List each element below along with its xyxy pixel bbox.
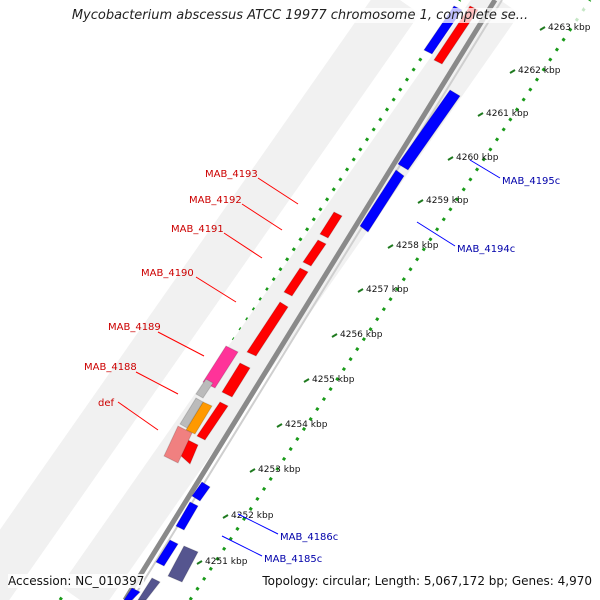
forward-gene-label[interactable]: def	[98, 398, 115, 409]
gene-mab4188-arrow[interactable]	[196, 401, 229, 441]
forward-label-connector	[241, 203, 283, 231]
forward-gene-label[interactable]: MAB_4188	[84, 362, 137, 373]
page-title: Mycobacterium abscessus ATCC 19977 chrom…	[0, 8, 600, 23]
forward-label-connector	[195, 276, 237, 303]
kbp-tick-mark	[276, 423, 283, 428]
gene-mab4186c-arrow[interactable]	[175, 501, 199, 531]
kbp-tick-label: 4251 kbp	[205, 557, 248, 567]
kbp-tick-mark	[303, 378, 310, 383]
reverse-gene-label[interactable]: MAB_4186c	[280, 532, 338, 543]
forward-gene-label[interactable]: MAB_4189	[108, 322, 161, 333]
kbp-tick-label: 4261 kbp	[486, 109, 529, 119]
reverse-gene-label[interactable]: MAB_4194c	[457, 244, 515, 255]
kbp-tick-label: 4256 kbp	[340, 330, 383, 340]
reverse-label-connector	[221, 535, 263, 557]
kbp-tick-label: 4259 kbp	[426, 196, 469, 206]
accession-text: Accession: NC_010397	[8, 574, 145, 588]
gene-bottom-blue[interactable]	[123, 587, 141, 600]
forward-gene-label[interactable]: MAB_4193	[205, 169, 258, 180]
kbp-tick-label: 4262 kbp	[518, 66, 561, 76]
gene-mab4185c-arrow[interactable]	[155, 539, 179, 567]
gene-mab4192-arrow[interactable]	[302, 239, 327, 267]
reverse-label-connector	[237, 513, 279, 535]
kbp-tick-mark	[477, 112, 484, 117]
forward-label-connector	[223, 232, 263, 259]
kbp-tick-label: 4258 kbp	[396, 241, 439, 251]
forward-label-connector	[135, 371, 179, 395]
gene-grey-block-2[interactable]	[195, 378, 214, 399]
gene-grey-block-1[interactable]	[179, 397, 204, 429]
gene-mab4195c-arrow[interactable]	[397, 89, 461, 171]
gene-mab4194c-arrow[interactable]	[359, 169, 405, 233]
kbp-tick-label: 4260 kbp	[456, 153, 499, 163]
kbp-tick-mark	[509, 69, 516, 74]
kbp-tick-label: 4252 kbp	[231, 511, 274, 521]
kbp-tick-mark	[539, 26, 546, 31]
gene-mab4193-arrow[interactable]	[319, 211, 343, 239]
backbone-shadow	[131, 0, 503, 600]
kbp-tick-label: 4263 kbp	[548, 23, 591, 33]
gene-slate-block-2[interactable]	[137, 577, 161, 600]
gene-slate-block-1[interactable]	[167, 545, 199, 583]
forward-gene-label[interactable]: MAB_4190	[141, 268, 194, 279]
gene-small-blue-1[interactable]	[191, 481, 211, 502]
kbp-tick-mark	[249, 468, 256, 473]
gene-salmon-block[interactable]	[163, 425, 193, 464]
kbp-tick-mark	[357, 288, 364, 293]
forward-label-connector	[257, 177, 299, 205]
kbp-tick-mark	[447, 156, 454, 161]
forward-gene-label[interactable]: MAB_4192	[189, 195, 242, 206]
kbp-tick-mark	[417, 199, 424, 204]
gene-orange-block[interactable]	[185, 401, 213, 435]
kbp-tick-label: 4254 kbp	[285, 420, 328, 430]
forward-gene-label[interactable]: MAB_4191	[171, 224, 224, 235]
forward-label-connector	[157, 331, 205, 357]
kbp-tick-label: 4253 kbp	[258, 465, 301, 475]
kbp-tick-mark	[387, 244, 394, 249]
kbp-tick-label: 4257 kbp	[366, 285, 409, 295]
inner-kbp-dotted-line	[188, 0, 592, 600]
forward-track-band	[0, 0, 420, 600]
reverse-track-band	[60, 0, 520, 600]
genome-summary-text: Topology: circular; Length: 5,067,172 bp…	[262, 574, 592, 588]
forward-label-connector	[117, 401, 159, 431]
gene-mab4190-arrow[interactable]	[246, 301, 289, 357]
reverse-gene-label[interactable]: MAB_4195c	[502, 176, 560, 187]
reverse-gene-label[interactable]: MAB_4185c	[264, 554, 322, 565]
kbp-tick-mark	[196, 560, 203, 565]
reverse-label-connector	[416, 221, 456, 247]
gene-mab4191-arrow[interactable]	[283, 267, 309, 297]
reverse-label-connector	[469, 159, 501, 179]
kbp-tick-label: 4255 kbp	[312, 375, 355, 385]
gene-mab4189-arrow[interactable]	[221, 362, 251, 398]
backbone-line	[122, 0, 498, 600]
kbp-tick-mark	[331, 333, 338, 338]
kbp-tick-mark	[222, 514, 229, 519]
